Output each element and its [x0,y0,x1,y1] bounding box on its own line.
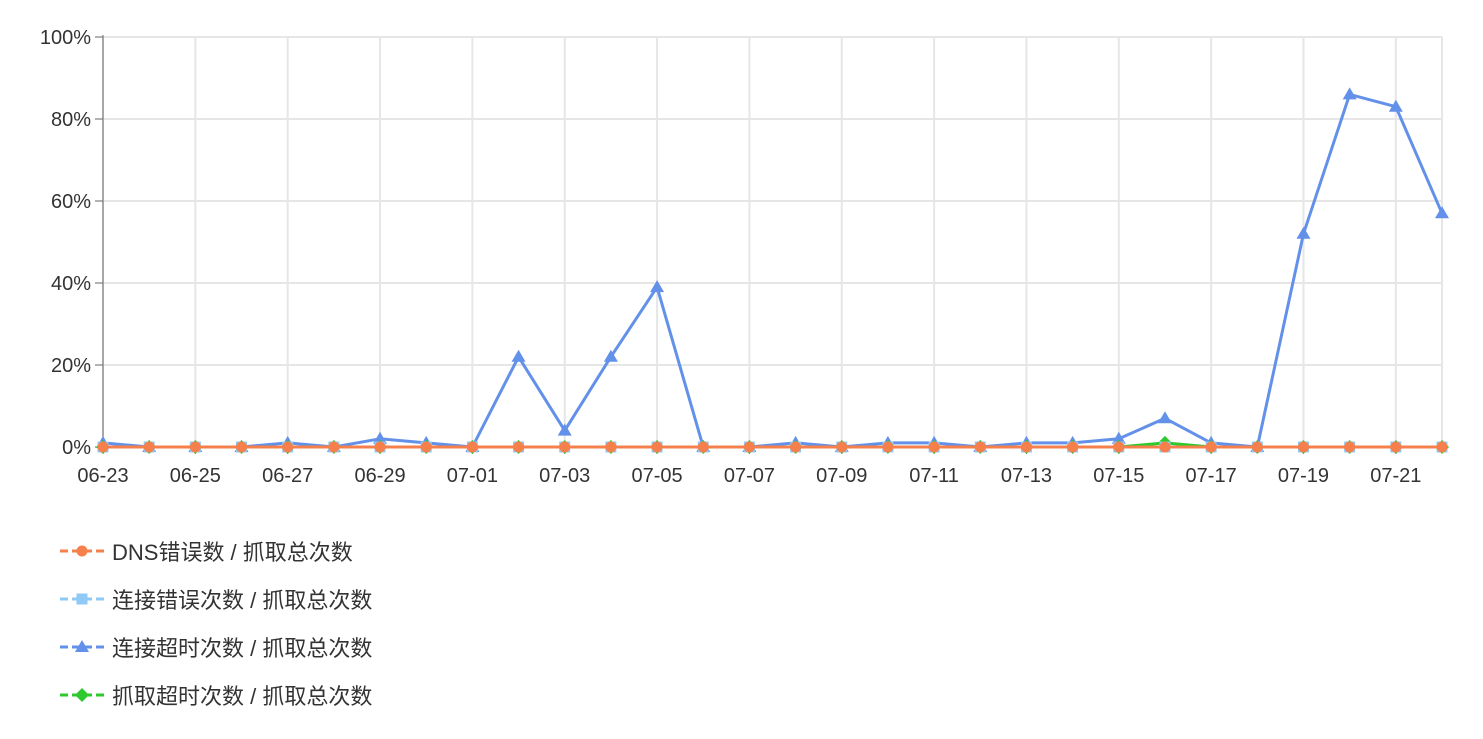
x-tick-label: 06-25 [170,465,221,487]
x-tick-label: 07-21 [1370,465,1421,487]
x-tick-label: 06-29 [354,465,405,487]
grid [103,37,1442,447]
y-tick-label: 40% [51,273,91,295]
line-chart: 0%20%40%60%80%100% 06-23 06-25 06-27 06-29 0… [0,0,1483,520]
legend-label: 抓取超时次数 / 抓取总次数 [112,679,372,711]
x-axis-ticks: 06-23 06-25 06-27 06-29 07-01 07-03 07-05 07-07… [77,465,1421,487]
data-point[interactable] [650,280,664,292]
series-line [103,94,1442,447]
x-tick-label: 07-03 [539,465,590,487]
data-point[interactable] [836,442,847,453]
data-point[interactable] [467,442,478,453]
legend-marker-icon [60,589,104,609]
x-tick-label: 07-13 [1001,465,1052,487]
x-tick-label: 07-01 [447,465,498,487]
x-tick-label: 07-07 [724,465,775,487]
y-tick-label: 0% [62,437,91,459]
data-point[interactable] [512,350,526,362]
data-point[interactable] [790,442,801,453]
data-point[interactable] [975,442,986,453]
y-tick-label: 20% [51,355,91,377]
x-tick-label: 07-19 [1278,465,1329,487]
legend: DNS错误数 / 抓取总次数 连接错误次数 / 抓取总次数 连接超时次数 / 抓取总… [60,527,372,719]
legend-item-4[interactable]: 抓取超时次数 / 抓取总次数 [60,671,372,719]
data-point[interactable] [1296,227,1310,239]
data-point[interactable] [1437,442,1448,453]
data-point[interactable] [421,442,432,453]
legend-item-2[interactable]: 连接错误次数 / 抓取总次数 [60,575,372,623]
x-tick-label: 06-23 [77,465,128,487]
data-point[interactable] [882,442,893,453]
y-tick-label: 100% [40,27,91,49]
legend-label: 连接错误次数 / 抓取总次数 [112,583,372,615]
data-point[interactable] [1206,442,1217,453]
data-point[interactable] [1435,206,1449,218]
legend-marker-icon [60,637,104,657]
data-point[interactable] [375,442,386,453]
data-point[interactable] [1158,411,1172,423]
series-group [96,87,1449,454]
series-3 [96,87,1449,452]
data-point[interactable] [190,442,201,453]
data-point[interactable] [513,442,524,453]
legend-item-1[interactable]: DNS错误数 / 抓取总次数 [60,527,372,575]
data-point[interactable] [98,442,109,453]
data-point[interactable] [605,442,616,453]
legend-marker-icon [60,541,104,561]
y-tick-label: 80% [51,109,91,131]
x-tick-label: 06-27 [262,465,313,487]
data-point[interactable] [1344,442,1355,453]
data-point[interactable] [1067,442,1078,453]
x-tick-label: 07-17 [1186,465,1237,487]
data-point[interactable] [652,442,663,453]
x-tick-label: 07-09 [816,465,867,487]
legend-item-3[interactable]: 连接超时次数 / 抓取总次数 [60,623,372,671]
data-point[interactable] [1390,442,1401,453]
legend-marker[interactable] [75,688,89,702]
x-tick-label: 07-15 [1093,465,1144,487]
legend-marker-icon [60,685,104,705]
legend-label: DNS错误数 / 抓取总次数 [112,535,353,567]
data-point[interactable] [1252,442,1263,453]
data-point[interactable] [1021,442,1032,453]
y-tick-label: 60% [51,191,91,213]
axes [95,35,1442,454]
legend-marker[interactable] [77,594,88,605]
legend-marker[interactable] [77,546,88,557]
data-point[interactable] [282,442,293,453]
data-point[interactable] [1298,442,1309,453]
data-point[interactable] [698,442,709,453]
data-point[interactable] [929,442,940,453]
data-point[interactable] [236,442,247,453]
data-point[interactable] [328,442,339,453]
data-point[interactable] [559,442,570,453]
data-point[interactable] [744,442,755,453]
legend-label: 连接超时次数 / 抓取总次数 [112,631,372,663]
x-tick-label: 07-05 [631,465,682,487]
data-point[interactable] [1343,87,1357,99]
data-point[interactable] [144,442,155,453]
x-tick-label: 07-11 [909,465,959,487]
data-point[interactable] [1113,442,1124,453]
y-axis-ticks: 0% 20% 40% 60% 80% 100% [40,27,91,459]
data-point[interactable] [1159,442,1170,453]
